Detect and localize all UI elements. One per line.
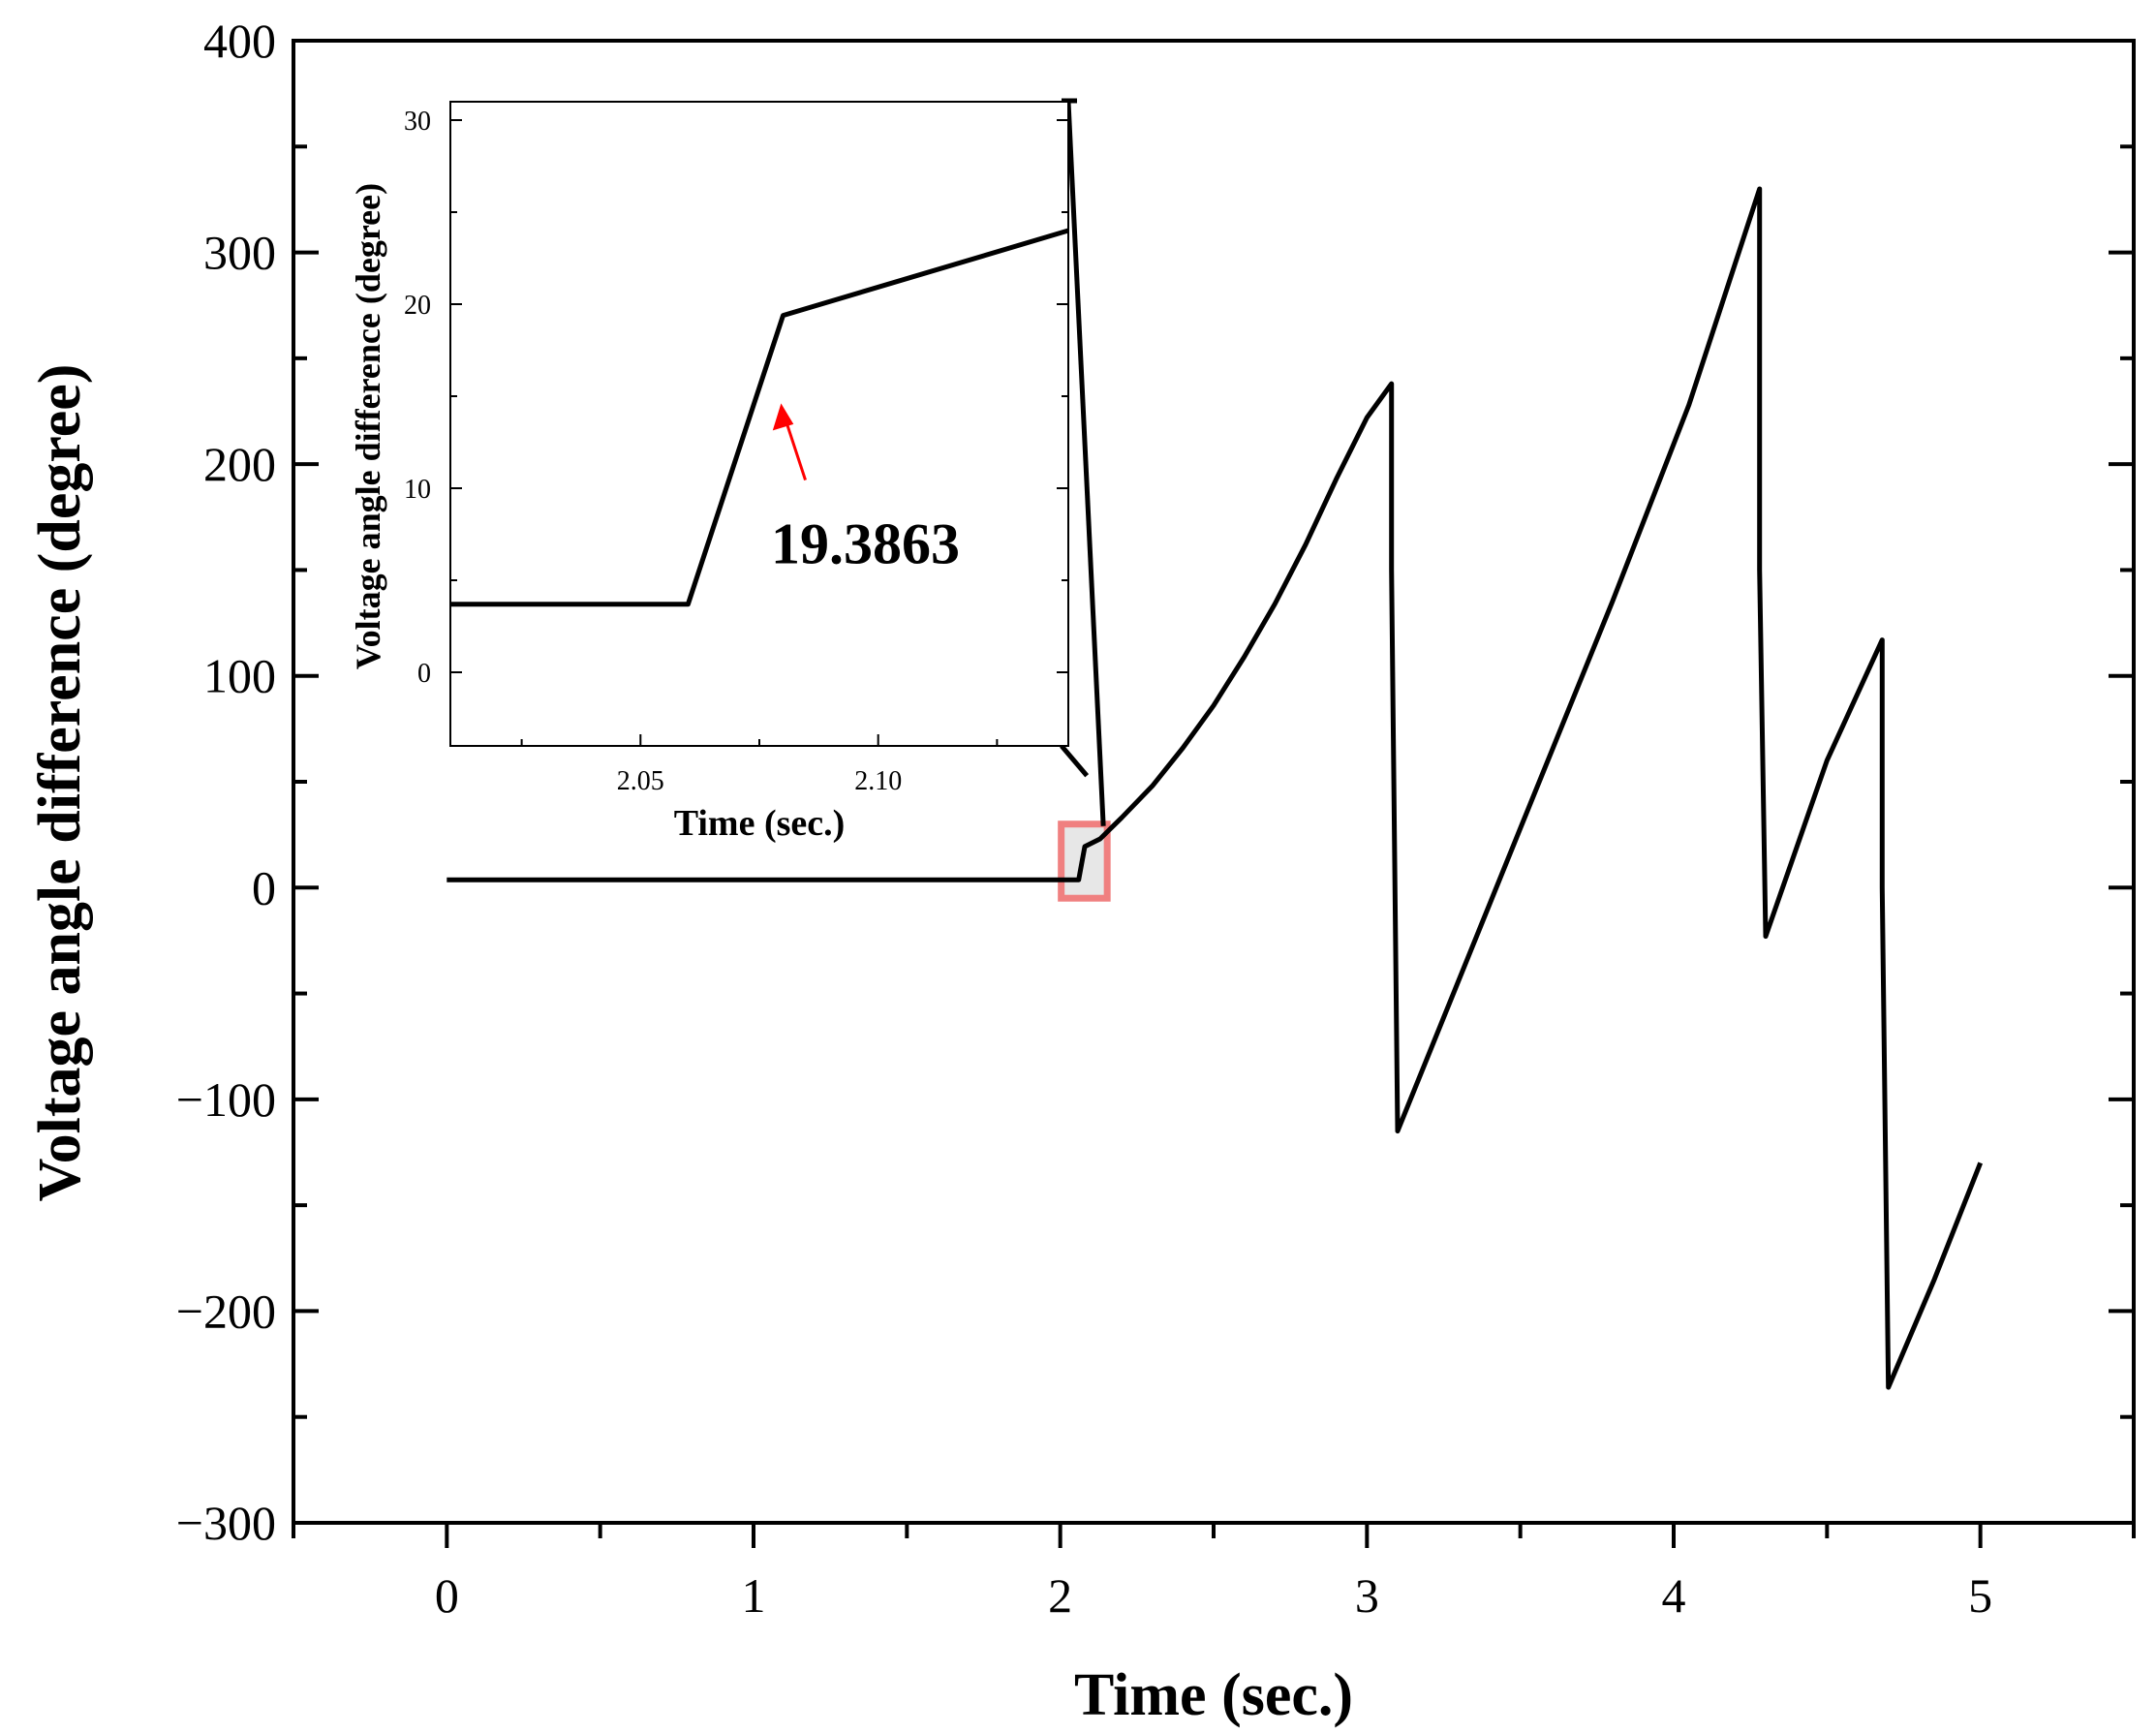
inset-y-ticks: 0 10 20 30 xyxy=(404,107,1068,689)
inset-series-line-path xyxy=(450,228,1069,607)
annotation-value: 19.3863 xyxy=(771,512,960,576)
inset-annotation: 19.3863 xyxy=(771,403,960,576)
inset-y-tick-label: 20 xyxy=(404,291,431,321)
annotation-arrow-head xyxy=(772,403,794,431)
y-tick-label: 200 xyxy=(203,437,276,491)
main-x-ticks: 0 1 2 3 4 5 xyxy=(292,1523,2136,1623)
inset-x-ticks: 2.05 2.10 xyxy=(520,734,999,796)
y-tick-label: 100 xyxy=(203,649,276,703)
x-tick-label: 4 xyxy=(1662,1568,1686,1623)
y-tick-label: −300 xyxy=(176,1496,276,1550)
y-tick-label: −100 xyxy=(176,1072,276,1127)
connector-upper xyxy=(1065,101,1106,826)
inset-x-axis-title: Time (sec.) xyxy=(674,803,846,844)
x-tick-label: 0 xyxy=(435,1568,459,1623)
annotation-arrow xyxy=(784,418,807,481)
series-line xyxy=(447,186,1984,1390)
inset-x-tick-label: 2.05 xyxy=(617,766,664,796)
inset-x-tick-label: 2.10 xyxy=(854,766,902,796)
inset-y-tick-label: 30 xyxy=(404,107,431,137)
inset-y-tick-label: 0 xyxy=(417,659,431,689)
inset-plot-frame xyxy=(449,101,1069,747)
x-tick-label: 5 xyxy=(1968,1568,1992,1623)
main-x-axis-title: Time (sec.) xyxy=(1074,1662,1353,1728)
y-tick-label: 300 xyxy=(203,226,276,280)
y-tick-label: 400 xyxy=(203,14,276,68)
y-tick-label: 0 xyxy=(252,860,276,914)
inset-plot: 0 10 20 30 2.05 2.10 19.3863 Time (sec.) Vol… xyxy=(349,101,1069,844)
inset-y-axis-title: Voltage angle difference (degree) xyxy=(349,183,387,669)
x-tick-label: 1 xyxy=(742,1568,766,1623)
x-tick-label: 3 xyxy=(1355,1568,1379,1623)
connector-lower xyxy=(1060,744,1090,778)
inset-series-line xyxy=(450,228,1069,607)
y-tick-label: −200 xyxy=(176,1284,276,1338)
inset-plot-background xyxy=(450,102,1068,746)
inset-y-tick-label: 10 xyxy=(404,475,431,505)
main-series-line xyxy=(447,186,1984,1390)
x-tick-label: 2 xyxy=(1048,1568,1072,1623)
main-y-axis-title: Voltage angle difference (degree) xyxy=(27,364,93,1202)
